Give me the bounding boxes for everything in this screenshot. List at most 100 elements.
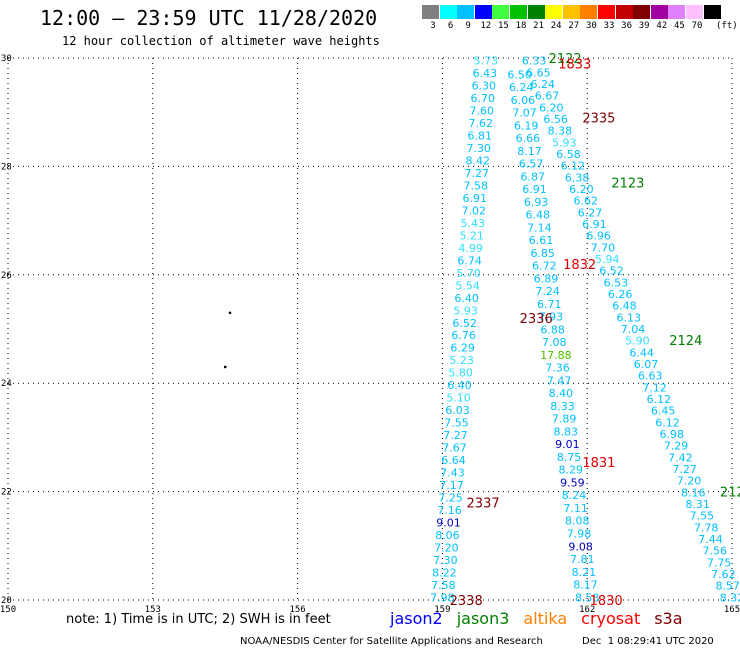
- satellite-legend: jason2 jason3 altika cryosat s3a: [390, 609, 697, 628]
- swh-value: 7.08: [542, 336, 567, 349]
- swh-value: 7.27: [464, 167, 489, 180]
- swh-value: 6.52: [599, 265, 624, 278]
- swh-value: 7.44: [698, 533, 723, 546]
- swh-value: 7.43: [440, 467, 465, 480]
- color-scale-swatch: [439, 5, 457, 19]
- pass-time-label: 1833: [558, 57, 591, 72]
- swh-value: 6.85: [530, 247, 555, 260]
- color-scale-swatch: [703, 5, 721, 19]
- swh-value: 7.81: [570, 553, 595, 566]
- swh-value: 6.33: [522, 55, 547, 68]
- swh-value: 7.27: [672, 463, 697, 476]
- swh-value: 6.88: [540, 323, 565, 336]
- map-axis-labels: 150 153 156 159 162 165 20 22 24 26 28 30: [0, 54, 740, 615]
- swh-value: 7.29: [664, 440, 689, 453]
- swh-value: 6.58: [556, 148, 581, 161]
- swh-value: 6.45: [651, 405, 676, 418]
- color-scale-swatch: [562, 5, 580, 19]
- swh-value: 7.30: [433, 554, 458, 567]
- swh-value: 8.17: [517, 145, 542, 158]
- color-scale-label: 36: [621, 21, 633, 31]
- pass-time-label: 2335: [582, 112, 615, 127]
- swh-value: 5.54: [455, 279, 480, 292]
- pass-time-label: 1831: [582, 456, 615, 471]
- swh-value: 5.43: [460, 217, 485, 230]
- color-scale-swatch: [686, 5, 703, 19]
- swh-value: 7.04: [621, 323, 646, 336]
- color-scale-label: 33: [603, 21, 615, 31]
- swh-value: 7.02: [461, 204, 486, 217]
- swh-value: 7.42: [668, 451, 693, 464]
- swh-value: 9.01: [436, 516, 461, 529]
- swh-value: 6.89: [534, 272, 559, 285]
- color-scale-label: 12: [480, 21, 492, 31]
- color-scale-unit: (ft): [716, 21, 738, 31]
- x-tick-label: 159: [434, 605, 450, 615]
- pass-time-label: 1830: [590, 594, 623, 609]
- swh-value: 5.90: [625, 335, 650, 348]
- color-scale-swatch: [527, 5, 545, 19]
- swh-value: 5.70: [456, 267, 481, 280]
- swh-value: 6.24: [509, 81, 534, 94]
- legend-s3a: s3a: [654, 609, 683, 628]
- swh-value: 6.03: [445, 404, 470, 417]
- swh-value: 9.01: [555, 438, 580, 451]
- footer-note: note: 1) Time is in UTC; 2) SWH is in fe…: [66, 612, 331, 627]
- swh-value: 5.73: [474, 55, 499, 68]
- color-scale-swatch: [580, 5, 598, 19]
- credit-line: NOAA/NESDIS Center for Satellite Applica…: [240, 636, 543, 647]
- swh-value: 7.14: [527, 221, 552, 234]
- swh-value: 8.21: [572, 566, 597, 579]
- color-scale-label: 9: [465, 21, 471, 31]
- color-scale-swatch: [492, 5, 510, 19]
- swh-value: 6.07: [634, 358, 659, 371]
- swh-value: 6.24: [530, 78, 555, 91]
- color-scale-label: 3: [430, 21, 436, 31]
- swh-value: 7.56: [703, 545, 728, 558]
- x-tick-label: 153: [145, 605, 161, 615]
- legend-cryosat: cryosat: [581, 609, 641, 628]
- pass-time-label: 2336: [520, 312, 553, 327]
- swh-value: 7.70: [591, 241, 616, 254]
- color-scale-swatch: [650, 5, 668, 19]
- swh-value: 6.76: [451, 329, 476, 342]
- swh-value: 6.40: [447, 379, 472, 392]
- swh-value: 6.61: [529, 234, 554, 247]
- generated-timestamp: Dec 1 08:29:41 UTC 2020: [582, 636, 714, 647]
- color-scale-label: 39: [638, 21, 650, 31]
- color-scale-label: 18: [515, 21, 527, 31]
- swh-value: 6.67: [535, 90, 560, 103]
- y-tick-label: 20: [1, 596, 12, 606]
- swh-value: 6.52: [452, 317, 477, 330]
- swh-value: 7.55: [444, 417, 469, 430]
- swh-value: 5.94: [595, 253, 620, 266]
- swh-value: 6.74: [457, 254, 482, 267]
- y-tick-label: 26: [1, 271, 12, 281]
- color-scale-label: 30: [585, 21, 597, 31]
- map-grid: [7, 57, 733, 601]
- island-dot: [228, 311, 232, 315]
- swh-value: 7.89: [552, 413, 577, 426]
- color-scale-label: 21: [533, 21, 545, 31]
- swh-value: 6.20: [569, 183, 594, 196]
- swh-value: 7.98: [567, 528, 592, 541]
- swh-value: 6.62: [573, 195, 598, 208]
- swh-value: 8.17: [573, 579, 598, 592]
- swh-value: 4.99: [458, 242, 483, 255]
- swh-value: 7.62: [711, 568, 736, 581]
- swh-value: 7.60: [470, 105, 495, 118]
- swh-value: 6.48: [526, 209, 551, 222]
- swh-value: 6.66: [516, 132, 541, 145]
- swh-value: 8.24: [562, 489, 587, 502]
- swh-value: 7.58: [463, 179, 488, 192]
- swh-value: 7.78: [694, 521, 719, 534]
- swh-value: 8.57: [715, 580, 740, 593]
- swh-value: 6.72: [532, 260, 557, 273]
- swh-value: 6.63: [638, 370, 663, 383]
- x-tick-label: 165: [724, 605, 740, 615]
- swh-value: 6.91: [582, 218, 607, 231]
- pass-time-label: 2125: [720, 486, 740, 501]
- page-title: 12:00 – 23:59 UTC 11/28/2020: [40, 6, 378, 30]
